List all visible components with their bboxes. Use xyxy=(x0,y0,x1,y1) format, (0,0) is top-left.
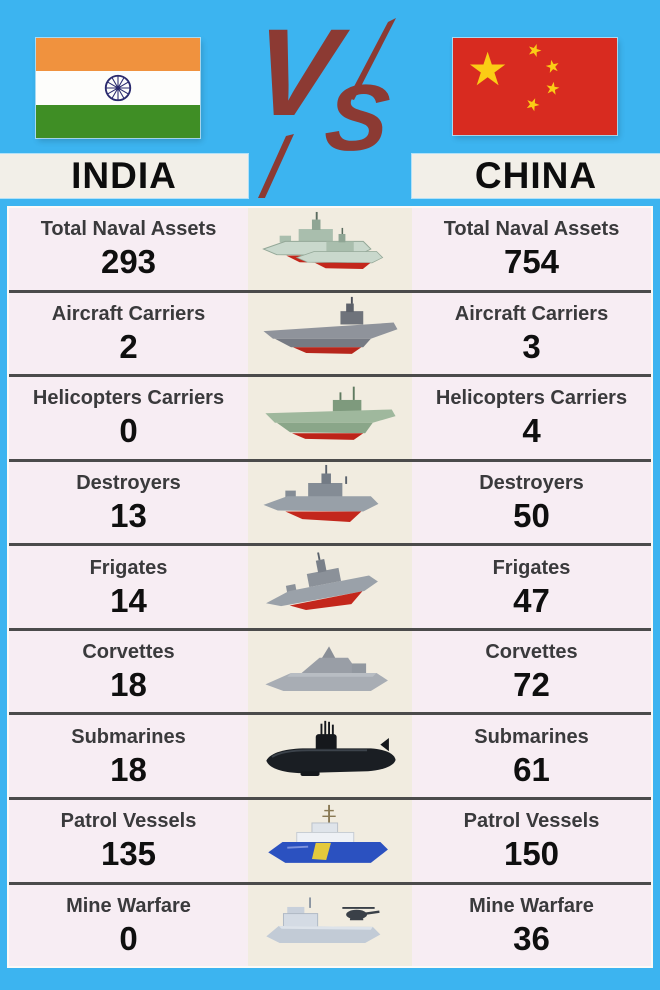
china-value: 4 xyxy=(522,412,541,450)
helicopter-carrier-icon xyxy=(248,377,412,459)
table-row: Aircraft Carriers 2 Aircraft Carriers 3 xyxy=(9,292,651,378)
india-cell: Aircraft Carriers 2 xyxy=(9,292,248,375)
india-category-label: Helicopters Carriers xyxy=(32,387,225,410)
india-value: 13 xyxy=(110,496,147,534)
india-category-label: Corvettes xyxy=(82,641,175,664)
china-cell: Corvettes 72 xyxy=(412,630,651,713)
india-value: 293 xyxy=(100,243,157,281)
india-value: 18 xyxy=(110,666,147,704)
china-category-label: Aircraft Carriers xyxy=(454,302,609,325)
india-category-label: Submarines xyxy=(71,725,186,748)
india-value: 0 xyxy=(119,919,138,957)
china-value: 61 xyxy=(513,750,550,788)
india-flag-saffron-band xyxy=(36,38,200,72)
india-value: 135 xyxy=(100,835,157,873)
china-cell: Submarines 61 xyxy=(412,715,651,797)
china-title: CHINA xyxy=(474,155,598,196)
india-value: 2 xyxy=(119,327,138,365)
china-category-label: Destroyers xyxy=(479,471,584,494)
india-category-label: Frigates xyxy=(89,556,168,579)
china-category-label: Helicopters Carriers xyxy=(435,387,628,410)
table-row: Destroyers 13 Destroyers 50 xyxy=(9,461,651,547)
china-value: 36 xyxy=(513,919,550,957)
india-value: 14 xyxy=(110,581,147,619)
vs-emblem: V S xyxy=(247,4,416,198)
india-cell: Destroyers 13 xyxy=(9,461,248,544)
india-cell: Total Naval Assets 293 xyxy=(9,208,248,290)
india-cell: Helicopters Carriers 0 xyxy=(9,377,248,459)
destroyer-icon xyxy=(248,461,412,544)
india-cell: Submarines 18 xyxy=(9,715,248,797)
star-icon: ★ xyxy=(467,43,509,95)
india-value: 0 xyxy=(119,412,138,450)
india-flag-icon xyxy=(36,38,200,138)
comparison-table: Total Naval Assets 293 Total Naval Asset… xyxy=(7,206,653,968)
star-icon: ★ xyxy=(524,39,545,62)
china-value: 72 xyxy=(513,666,550,704)
china-cell: Patrol Vessels 150 xyxy=(412,799,651,882)
china-category-label: Mine Warfare xyxy=(469,894,594,917)
mine-warfare-icon xyxy=(248,884,412,967)
table-row: Submarines 18 Submarines 61 xyxy=(9,715,651,800)
china-cell: Aircraft Carriers 3 xyxy=(412,292,651,375)
india-category-label: Total Naval Assets xyxy=(40,218,217,241)
china-value: 754 xyxy=(503,243,560,281)
twin-warships-icon xyxy=(248,208,412,290)
india-flag-green-band xyxy=(36,104,200,138)
india-flag-white-band xyxy=(36,71,200,105)
china-cell: Total Naval Assets 754 xyxy=(412,208,651,290)
india-header-bar: INDIA xyxy=(0,154,248,198)
frigate-icon xyxy=(248,546,412,628)
patrol-vessel-icon xyxy=(248,799,412,882)
table-row: Mine Warfare 0 Mine Warfare 36 xyxy=(9,884,651,967)
table-row: Patrol Vessels 135 Patrol Vessels 150 xyxy=(9,799,651,885)
china-flag-icon: ★ ★ ★ ★ ★ xyxy=(453,38,617,135)
india-category-label: Aircraft Carriers xyxy=(51,302,206,325)
china-category-label: Corvettes xyxy=(485,641,578,664)
table-row: Corvettes 18 Corvettes 72 xyxy=(9,630,651,716)
india-title: INDIA xyxy=(71,155,177,196)
submarine-icon xyxy=(248,715,412,797)
star-icon: ★ xyxy=(543,55,563,78)
china-cell: Frigates 47 xyxy=(412,546,651,628)
table-row: Helicopters Carriers 0 Helicopters Carri… xyxy=(9,377,651,462)
china-category-label: Frigates xyxy=(492,556,571,579)
china-value: 47 xyxy=(513,581,550,619)
china-cell: Mine Warfare 36 xyxy=(412,884,651,967)
india-cell: Corvettes 18 xyxy=(9,630,248,713)
china-value: 150 xyxy=(503,835,560,873)
ashoka-chakra-icon xyxy=(104,74,132,102)
china-category-label: Submarines xyxy=(474,725,589,748)
china-cell: Helicopters Carriers 4 xyxy=(412,377,651,459)
india-category-label: Mine Warfare xyxy=(66,894,191,917)
india-cell: Frigates 14 xyxy=(9,546,248,628)
star-icon: ★ xyxy=(521,92,544,117)
vs-slash-icon xyxy=(258,18,396,198)
china-header-bar: CHINA xyxy=(412,154,660,198)
india-cell: Patrol Vessels 135 xyxy=(9,799,248,882)
china-value: 50 xyxy=(513,496,550,534)
india-category-label: Patrol Vessels xyxy=(60,810,197,833)
china-category-label: Patrol Vessels xyxy=(463,810,600,833)
india-category-label: Destroyers xyxy=(76,471,181,494)
table-row: Frigates 14 Frigates 47 xyxy=(9,546,651,631)
china-cell: Destroyers 50 xyxy=(412,461,651,544)
india-cell: Mine Warfare 0 xyxy=(9,884,248,967)
aircraft-carrier-icon xyxy=(248,292,412,375)
table-row: Total Naval Assets 293 Total Naval Asset… xyxy=(9,208,651,293)
star-icon: ★ xyxy=(543,77,562,100)
china-category-label: Total Naval Assets xyxy=(443,218,620,241)
china-value: 3 xyxy=(522,327,541,365)
corvette-icon xyxy=(248,630,412,713)
india-value: 18 xyxy=(110,750,147,788)
